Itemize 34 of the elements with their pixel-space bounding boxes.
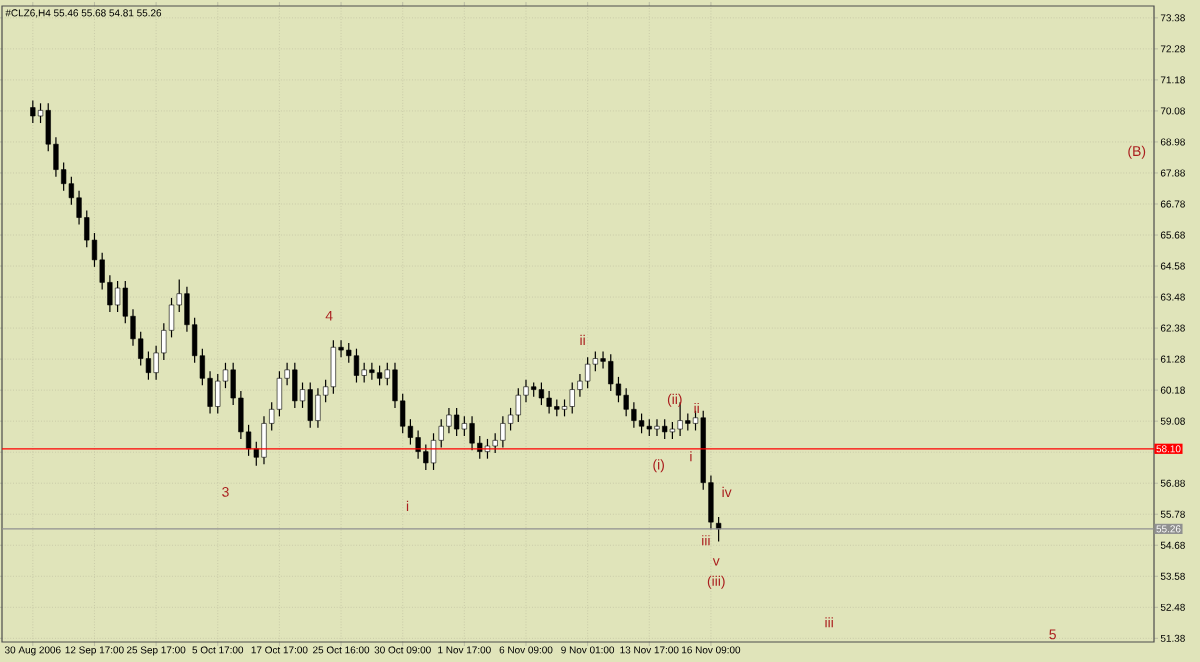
candlestick	[716, 516, 722, 543]
candlestick	[654, 418, 660, 437]
candlestick	[631, 401, 637, 429]
candlestick	[369, 362, 375, 381]
candlestick	[585, 356, 591, 389]
candlestick	[461, 415, 467, 437]
candlestick	[454, 407, 460, 437]
candlestick	[330, 339, 336, 395]
candlestick	[662, 418, 668, 440]
candlestick	[114, 280, 121, 313]
candlestick	[446, 407, 452, 434]
candlestick	[538, 381, 545, 406]
candlestick	[261, 415, 267, 465]
candlestick	[415, 429, 421, 460]
candlestick	[353, 348, 360, 384]
candlestick	[569, 381, 575, 415]
candlestick	[484, 438, 491, 460]
candlestick	[376, 365, 383, 386]
candlestick	[315, 387, 321, 429]
candlestick	[307, 381, 313, 429]
candlestick	[546, 390, 552, 415]
candlestick	[423, 443, 429, 471]
candlestick	[361, 362, 367, 384]
candlestick	[623, 387, 629, 417]
candlestick	[500, 415, 506, 448]
candlestick	[430, 432, 437, 471]
candlestick	[30, 99, 36, 124]
candlestick	[292, 362, 298, 409]
candlestick	[608, 353, 614, 392]
candlestick	[638, 412, 645, 434]
candlestick	[469, 415, 475, 451]
candlestick	[515, 387, 521, 423]
candlestick	[215, 373, 221, 415]
candlestick	[276, 370, 283, 417]
